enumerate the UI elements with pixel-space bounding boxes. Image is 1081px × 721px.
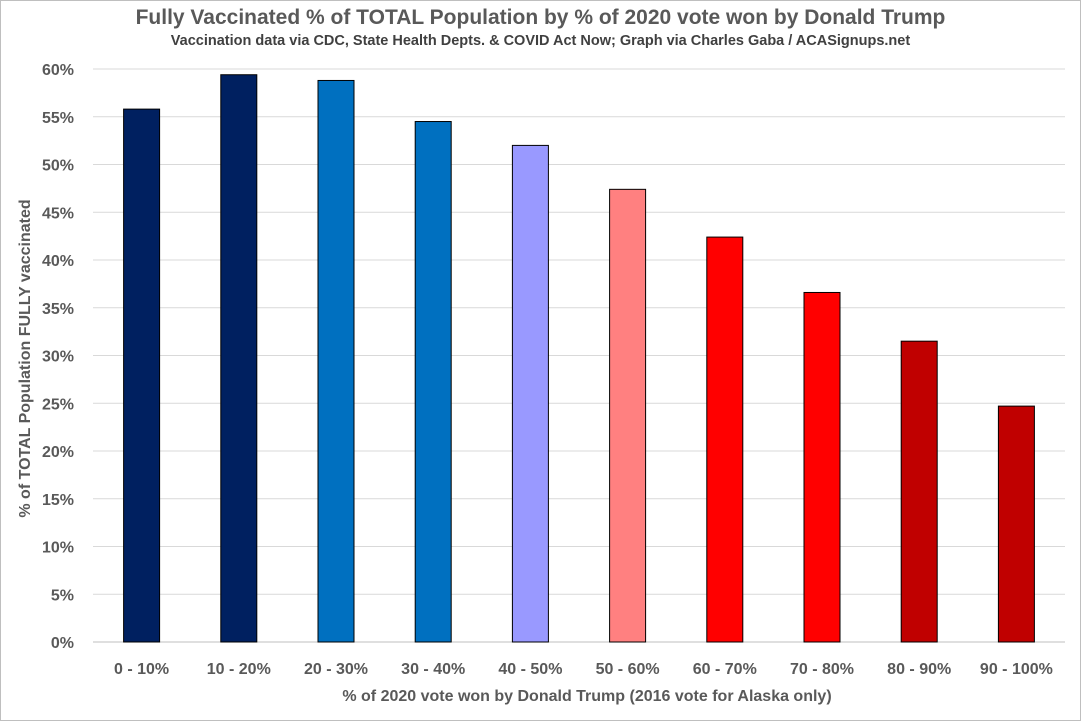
y-tick-label: 25% bbox=[42, 396, 74, 413]
bar bbox=[414, 121, 452, 643]
chart-subtitle: Vaccination data via CDC, State Health D… bbox=[170, 33, 911, 49]
y-axis-ticks: 0% 5% 10% 15% 20% 25% 30% 35% 40% 45% 50% 55% 60% bbox=[42, 62, 74, 652]
y-tick-label: 20% bbox=[42, 444, 74, 461]
bar bbox=[803, 291, 841, 643]
bar bbox=[706, 236, 744, 643]
x-tick-label: 50 - 60% bbox=[596, 661, 660, 678]
y-tick-label: 0% bbox=[51, 635, 74, 652]
x-tick-label: 80 - 90% bbox=[887, 661, 951, 678]
bar bbox=[997, 405, 1035, 643]
x-tick-label: 20 - 30% bbox=[304, 661, 368, 678]
bar bbox=[900, 340, 938, 643]
y-tick-label: 60% bbox=[42, 62, 74, 79]
x-tick-label: 40 - 50% bbox=[498, 661, 562, 678]
x-tick-label: 60 - 70% bbox=[693, 661, 757, 678]
y-tick-label: 10% bbox=[42, 540, 74, 557]
x-axis-ticks: 0 - 10% 10 - 20% 20 - 30% 30 - 40% 40 - 50% 5… bbox=[114, 661, 1053, 678]
y-axis-title: % of TOTAL Population FULLY vaccinated bbox=[17, 199, 34, 517]
bar bbox=[511, 144, 549, 643]
x-tick-label: 10 - 20% bbox=[207, 661, 271, 678]
y-tick-label: 40% bbox=[42, 253, 74, 270]
chart-title: Fully Vaccinated % of TOTAL Population b… bbox=[135, 6, 946, 29]
y-tick-label: 45% bbox=[42, 205, 74, 222]
x-tick-label: 90 - 100% bbox=[980, 661, 1053, 678]
bars bbox=[123, 74, 1035, 643]
x-tick-label: 70 - 80% bbox=[790, 661, 854, 678]
bar bbox=[123, 108, 161, 643]
y-tick-label: 30% bbox=[42, 349, 74, 366]
x-tick-label: 30 - 40% bbox=[401, 661, 465, 678]
bar bbox=[609, 188, 647, 643]
y-tick-label: 35% bbox=[42, 301, 74, 318]
bar bbox=[317, 79, 355, 643]
y-tick-label: 15% bbox=[42, 492, 74, 509]
y-tick-label: 50% bbox=[42, 158, 74, 175]
y-tick-label: 5% bbox=[51, 587, 74, 604]
x-tick-label: 0 - 10% bbox=[114, 661, 169, 678]
bar bbox=[220, 74, 258, 643]
x-axis-title: % of 2020 vote won by Donald Trump (2016… bbox=[342, 688, 831, 705]
y-tick-label: 55% bbox=[42, 110, 74, 127]
